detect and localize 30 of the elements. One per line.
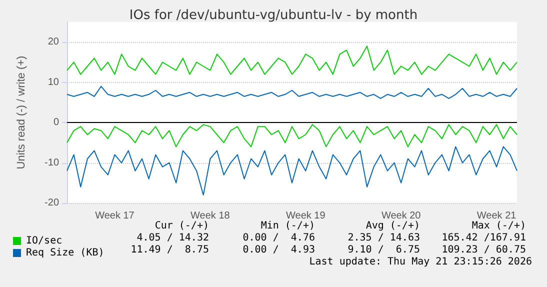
text: 9.10 / 6.75	[348, 244, 420, 256]
text: 0.00 / 4.93	[242, 244, 315, 256]
x-tick-label: Week 21	[476, 210, 517, 222]
x-tick-label: Week 20	[381, 210, 422, 222]
y-tick-label: 20	[48, 36, 60, 48]
text: Avg (-/+)	[366, 220, 420, 232]
text: 11.49 / 8.75	[130, 244, 209, 256]
text: 109.23 / 60.75	[442, 244, 526, 256]
text: 165.42 /167.91	[442, 232, 526, 244]
text: Max (-/+)	[472, 220, 526, 232]
y-axis-title: Units read (-) / write (+)	[16, 56, 28, 170]
text: Last update: Thu May 21 23:15:26 2026	[309, 256, 532, 268]
text: Min (-/+)	[260, 220, 315, 232]
y-tick-label: -10	[44, 157, 60, 168]
text: 0.00 / 4.76	[242, 232, 315, 244]
x-tick-label: Week 19	[286, 210, 326, 222]
y-tick-label: 10	[48, 76, 60, 88]
legend-label: Req Size (KB)	[26, 248, 104, 258]
text: 4.05 / 14.32	[136, 232, 209, 244]
x-tick-label: Week 17	[95, 210, 135, 222]
line-series	[66, 146, 518, 196]
y-tick-label: -20	[44, 198, 60, 208]
line-series	[66, 46, 518, 75]
line-series	[66, 86, 518, 99]
legend-label: IO/sec	[26, 236, 62, 246]
chart-title: IOs for /dev/ubuntu-vg/ubuntu-lv - by month	[129, 8, 418, 23]
x-tick-label: Week 18	[190, 210, 230, 222]
text: 2.35 / 14.63	[348, 232, 420, 244]
text: Cur (-/+)	[154, 220, 209, 232]
y-tick-label: 0	[53, 117, 60, 128]
